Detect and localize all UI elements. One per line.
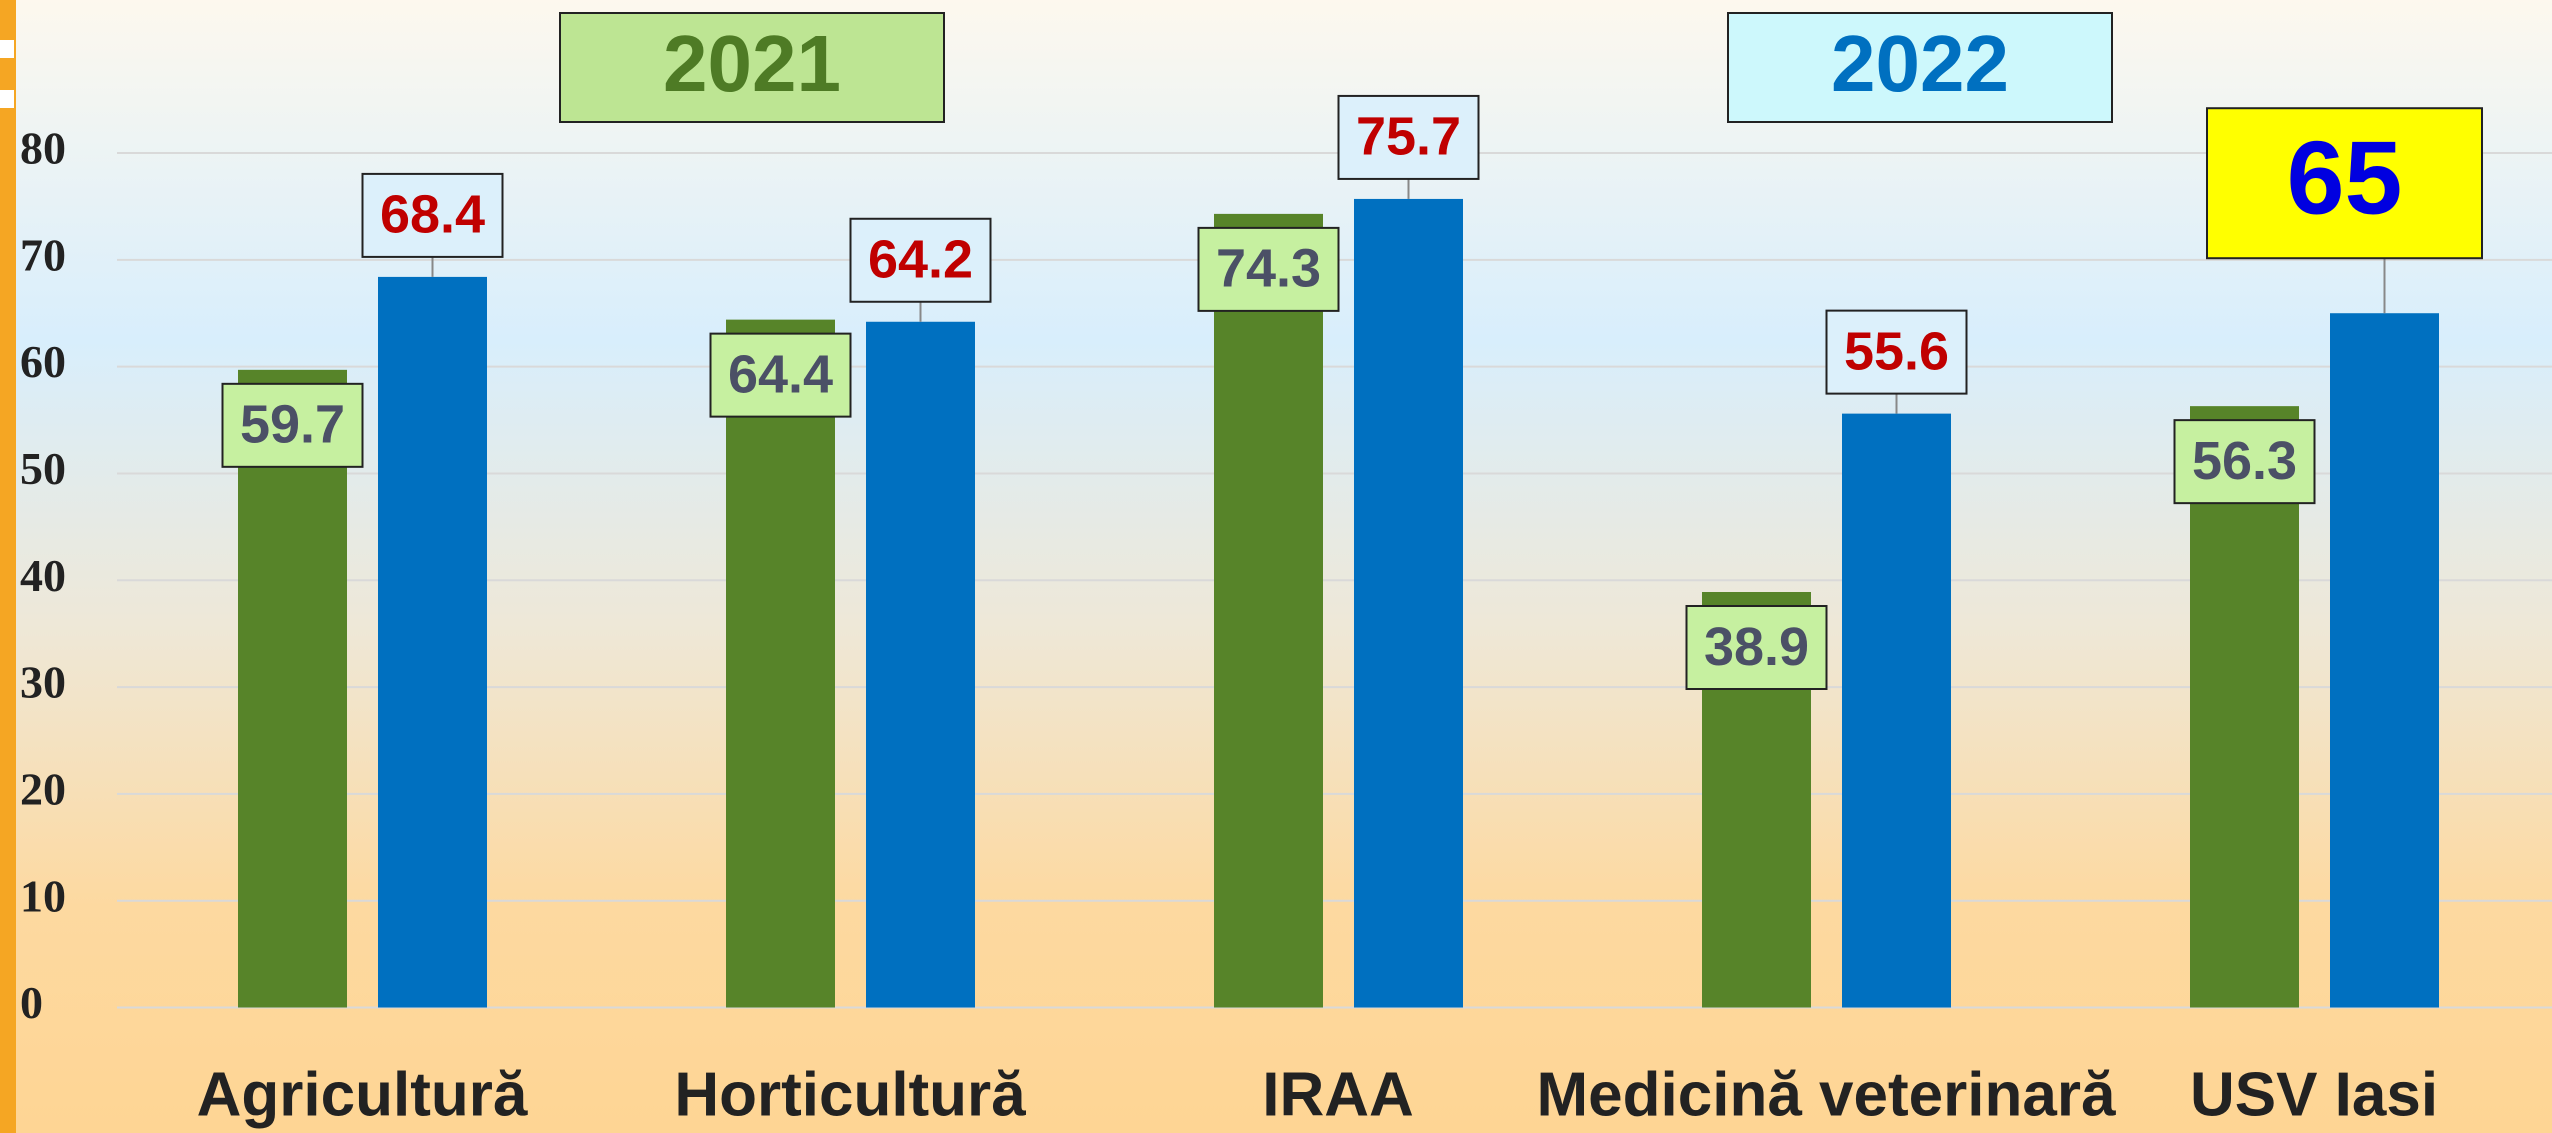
legend-label: 2022 [1831, 19, 2009, 108]
value-label-box [2206, 107, 2483, 260]
x-tick-label: Agricultură [197, 1060, 528, 1129]
y-tick-label: 0 [20, 977, 43, 1028]
value-label: 64.2 [868, 230, 973, 290]
bar [726, 319, 835, 1008]
value-label-box [361, 172, 504, 258]
y-tick-label: 40 [20, 550, 66, 601]
y-tick-label: 30 [20, 657, 66, 708]
x-tick-label: USV Iasi [2190, 1060, 2438, 1129]
y-tick-label: 80 [20, 123, 66, 174]
bar [1214, 213, 1323, 1008]
x-tick-label: IRAA [1262, 1060, 1414, 1129]
value-label: 65 [2287, 121, 2403, 237]
value-label: 75.7 [1356, 107, 1461, 167]
y-tick-label: 70 [20, 229, 66, 280]
x-tick-label: Horticultură [674, 1060, 1026, 1129]
bar [378, 276, 487, 1008]
value-label-box [709, 332, 852, 418]
bar [2330, 313, 2439, 1008]
side-mark [0, 40, 14, 58]
y-tick-label: 50 [20, 443, 66, 494]
legend-label: 2021 [663, 19, 841, 108]
x-tick-label: Medicină veterinară [1537, 1060, 2116, 1129]
value-label-box [1825, 309, 1968, 395]
value-label-box [2173, 419, 2316, 505]
y-tick-label: 60 [20, 336, 66, 387]
value-label-box [1197, 226, 1340, 312]
y-tick-label: 20 [20, 763, 66, 814]
bar [238, 369, 347, 1008]
bar [2190, 406, 2299, 1008]
side-strip [0, 0, 16, 1133]
value-label-box [1685, 604, 1828, 690]
side-mark [0, 90, 14, 108]
legend-box [1727, 12, 2113, 123]
value-label-box [849, 217, 992, 303]
value-label: 38.9 [1704, 617, 1809, 677]
value-label: 56.3 [2192, 431, 2297, 491]
bar [1842, 413, 1951, 1008]
value-label: 55.6 [1844, 321, 1949, 381]
bar [1354, 198, 1463, 1008]
legend-box [559, 12, 945, 123]
value-label: 64.4 [728, 344, 833, 404]
value-label-box [221, 382, 364, 468]
bar [866, 321, 975, 1008]
value-label: 74.3 [1216, 239, 1321, 299]
value-label: 59.7 [240, 395, 345, 455]
y-tick-label: 10 [20, 870, 66, 921]
value-label: 68.4 [380, 185, 485, 245]
value-label-box [1337, 94, 1480, 180]
